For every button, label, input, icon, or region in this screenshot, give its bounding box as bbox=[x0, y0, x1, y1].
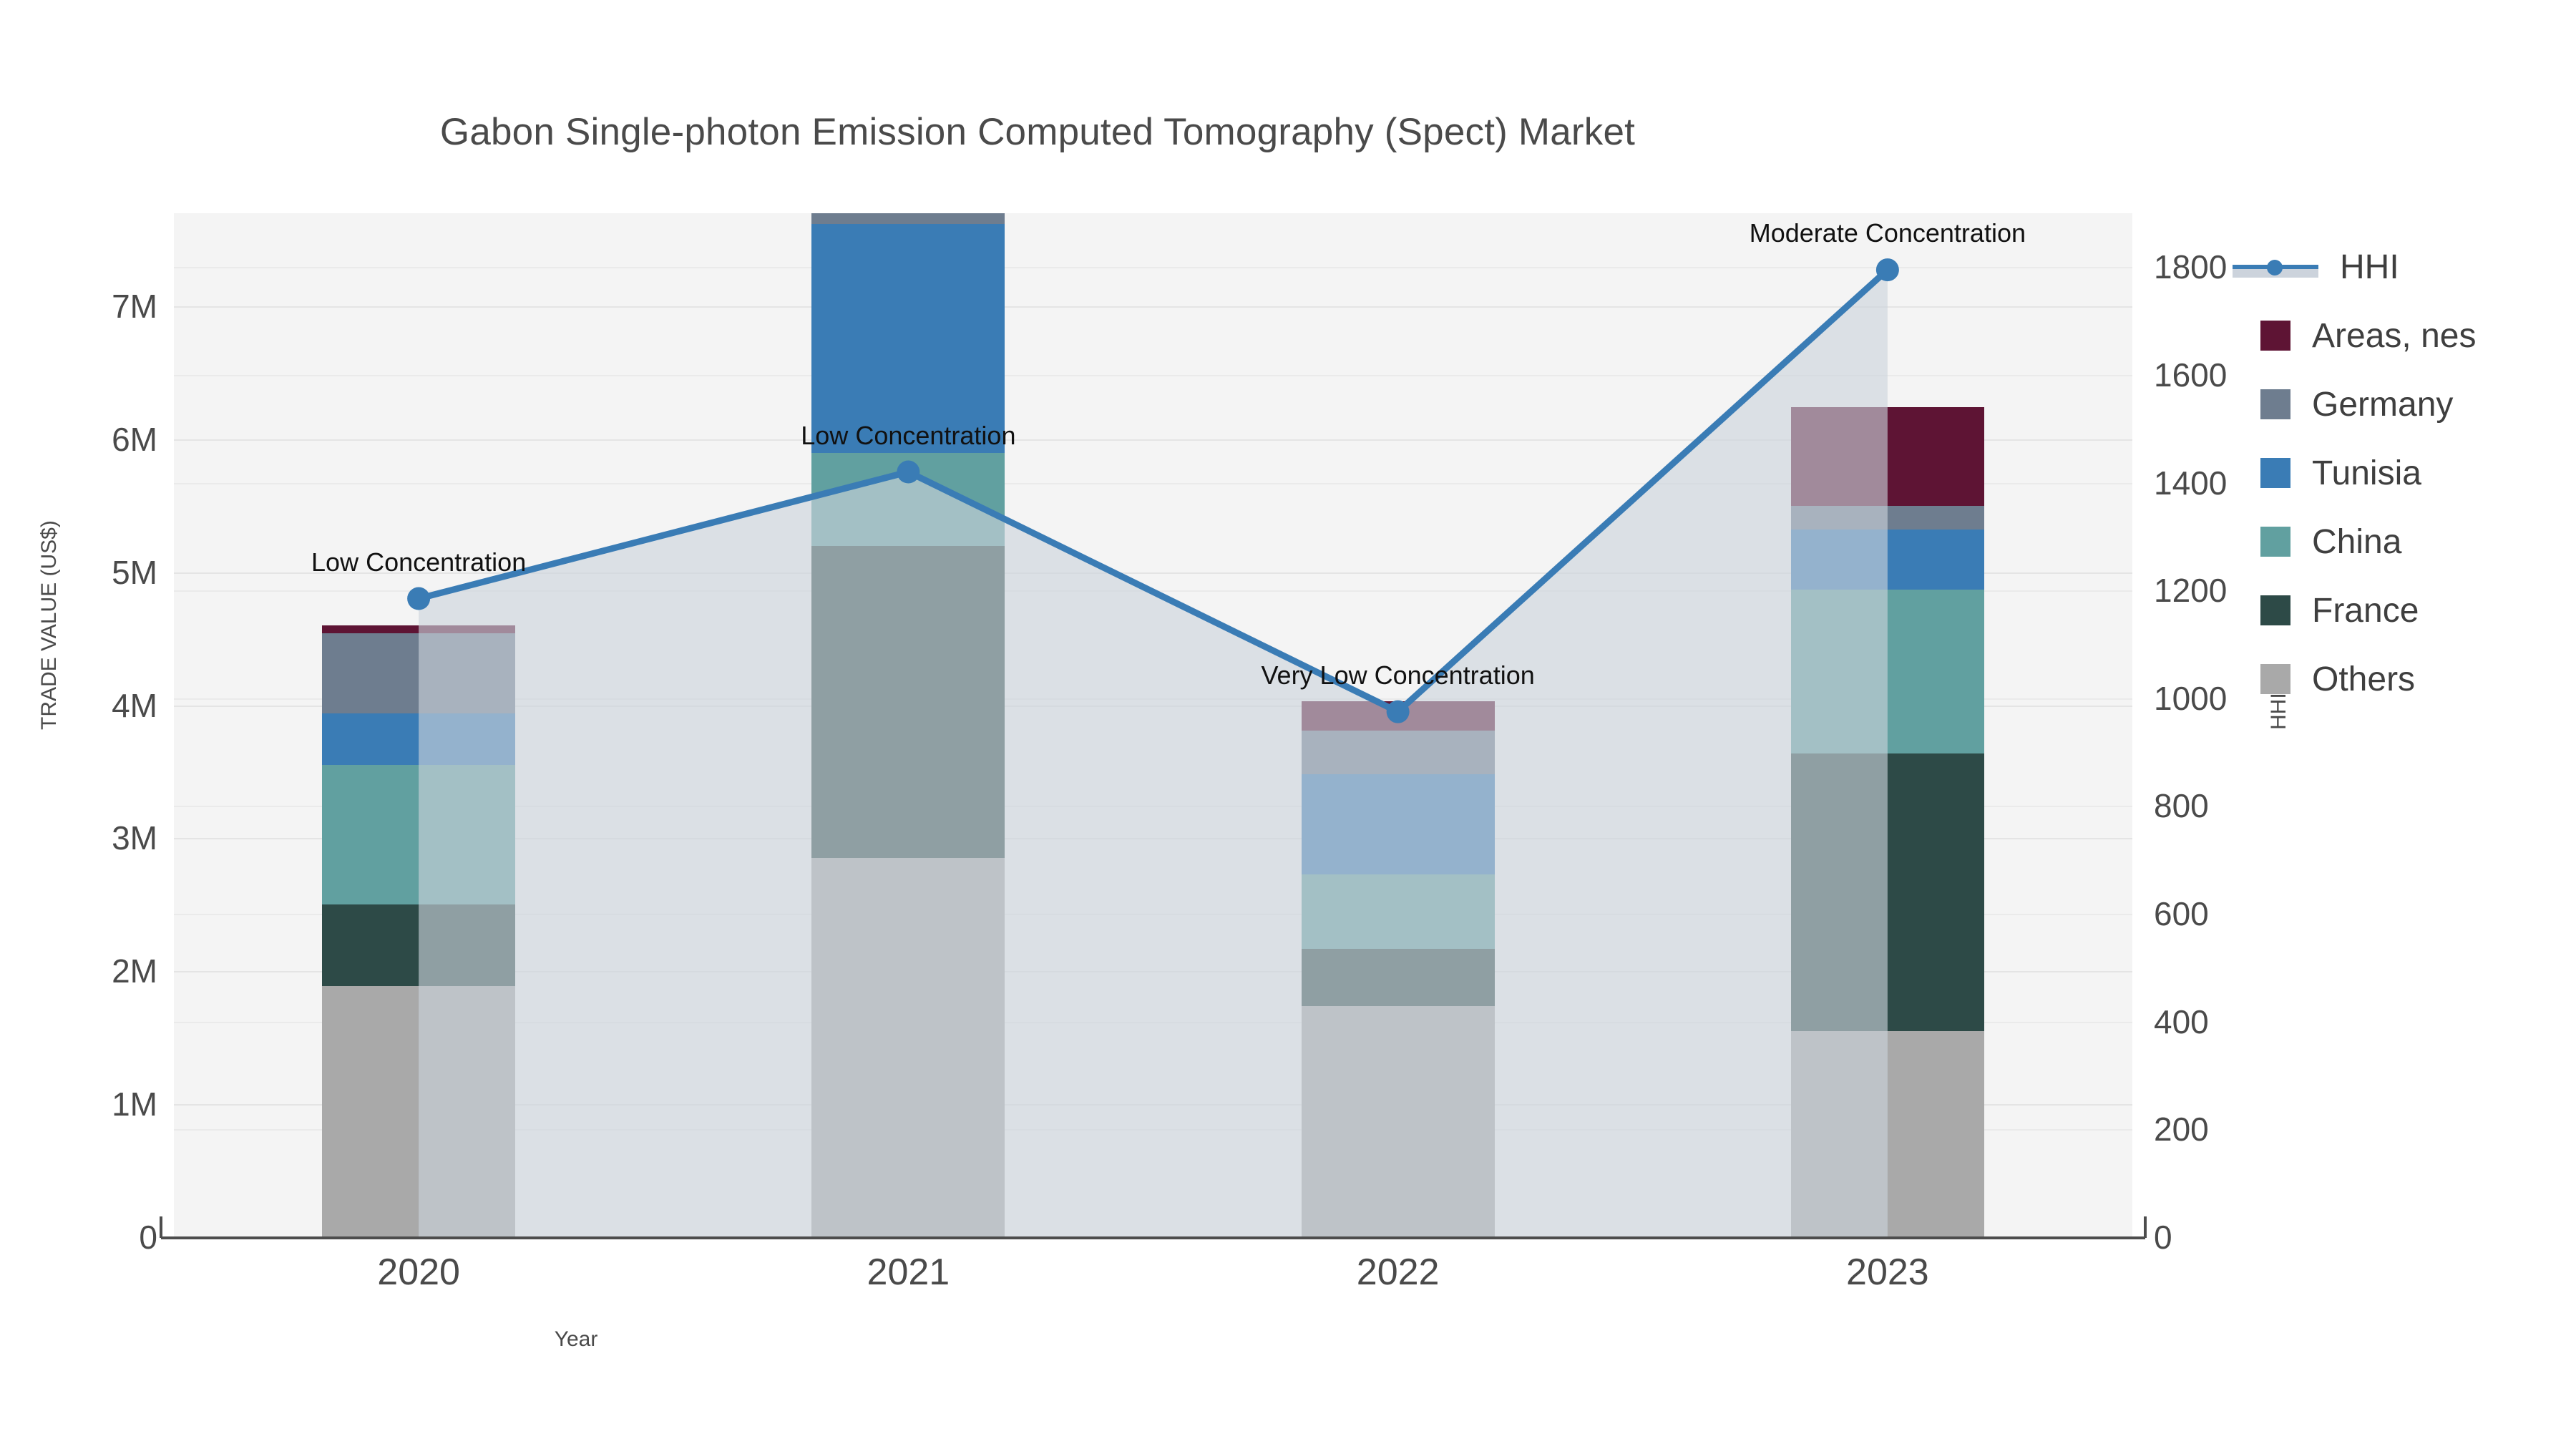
legend-line-marker bbox=[2233, 252, 2318, 282]
y-axis-left-tick-label: 2M bbox=[112, 952, 157, 990]
hhi-marker[interactable] bbox=[407, 587, 431, 610]
x-axis-tick-label: 2020 bbox=[377, 1252, 460, 1293]
hhi-marker[interactable] bbox=[1386, 700, 1410, 723]
y-axis-right-tick-label: 1600 bbox=[2154, 356, 2228, 394]
hhi-marker[interactable] bbox=[1875, 258, 1899, 282]
legend-label: Others bbox=[2312, 660, 2416, 698]
y-axis-right-tick-label: 1400 bbox=[2154, 464, 2228, 502]
y-axis-left-tick-label: 7M bbox=[112, 288, 157, 326]
gridline-y-left bbox=[174, 572, 2132, 574]
bar-segment[interactable] bbox=[811, 223, 1005, 453]
x-axis-tick-label: 2021 bbox=[867, 1252, 950, 1293]
hhi-marker[interactable] bbox=[897, 460, 920, 484]
y-axis-left-tick-label: 0 bbox=[139, 1219, 157, 1256]
y-axis-right-tick-label: 200 bbox=[2154, 1111, 2209, 1148]
hhi-line[interactable] bbox=[415, 266, 1891, 716]
legend-item[interactable]: Germany bbox=[2233, 370, 2476, 439]
legend-swatch bbox=[2260, 595, 2290, 625]
x-axis-tick-label: 2022 bbox=[1356, 1252, 1440, 1293]
legend-item[interactable]: Others bbox=[2233, 645, 2476, 713]
x-axis-line bbox=[161, 1236, 2145, 1239]
gridline-y-left bbox=[174, 306, 2132, 308]
legend: HHI Areas, nes Germany Tunisia China France Ot… bbox=[2233, 233, 2476, 713]
plot-area bbox=[174, 213, 2132, 1237]
legend-line-dot bbox=[2267, 260, 2283, 275]
gridline-y-right bbox=[174, 374, 2132, 376]
legend-swatch bbox=[2260, 389, 2290, 419]
legend-swatch bbox=[2260, 664, 2290, 694]
y-axis-left-tick-label: 1M bbox=[112, 1085, 157, 1123]
bar-segment[interactable] bbox=[811, 213, 1005, 224]
legend-item[interactable]: Tunisia bbox=[2233, 439, 2476, 507]
y-axis-right-tick-label: 1000 bbox=[2154, 679, 2228, 717]
legend-label: HHI bbox=[2340, 248, 2399, 286]
y-axis-left-cap bbox=[160, 1216, 162, 1238]
y-axis-right-cap bbox=[2144, 1216, 2147, 1238]
legend-item[interactable]: France bbox=[2233, 576, 2476, 645]
legend-label: Areas, nes bbox=[2312, 316, 2477, 355]
gridline-y-right bbox=[174, 267, 2132, 269]
legend-item[interactable]: China bbox=[2233, 507, 2476, 576]
y-axis-left-tick-label: 4M bbox=[112, 686, 157, 724]
legend-label: France bbox=[2312, 591, 2419, 630]
y-axis-right-tick-label: 1800 bbox=[2154, 248, 2228, 286]
legend-swatch bbox=[2260, 458, 2290, 488]
gridline-y-left bbox=[174, 439, 2132, 441]
gridline-y-right bbox=[174, 482, 2132, 484]
legend-item[interactable]: HHI bbox=[2233, 233, 2476, 301]
y-axis-left-tick-label: 6M bbox=[112, 420, 157, 458]
y-axis-left-tick-label: 5M bbox=[112, 553, 157, 591]
y-axis-right-tick-label: 600 bbox=[2154, 895, 2209, 933]
y-axis-right-tick-label: 800 bbox=[2154, 787, 2209, 825]
legend-swatch bbox=[2260, 527, 2290, 557]
y-axis-right-tick-label: 0 bbox=[2154, 1219, 2172, 1256]
y-axis-left-tick-label: 3M bbox=[112, 819, 157, 857]
x-axis-tick-label: 2023 bbox=[1846, 1252, 1929, 1293]
y-axis-left-title: TRADE VALUE (US$) bbox=[37, 520, 61, 730]
hhi-series bbox=[407, 258, 1899, 1237]
hhi-annotation: Low Concentration bbox=[311, 547, 527, 577]
hhi-annotation: Moderate Concentration bbox=[1749, 218, 2026, 248]
legend-label: Tunisia bbox=[2312, 454, 2421, 492]
y-axis-right-tick-label: 400 bbox=[2154, 1002, 2209, 1040]
hhi-area-fill bbox=[419, 270, 1888, 1237]
x-axis-title: Year bbox=[554, 1327, 598, 1351]
legend-label: China bbox=[2312, 522, 2402, 561]
legend-item[interactable]: Areas, nes bbox=[2233, 301, 2476, 370]
chart-title-line-1: Gabon Single-photon Emission Computed To… bbox=[439, 110, 1636, 153]
y-axis-right-tick-label: 1200 bbox=[2154, 572, 2228, 610]
hhi-annotation: Very Low Concentration bbox=[1261, 660, 1535, 690]
legend-label: Germany bbox=[2312, 385, 2454, 424]
hhi-annotation: Low Concentration bbox=[801, 420, 1016, 450]
legend-swatch bbox=[2260, 321, 2290, 351]
